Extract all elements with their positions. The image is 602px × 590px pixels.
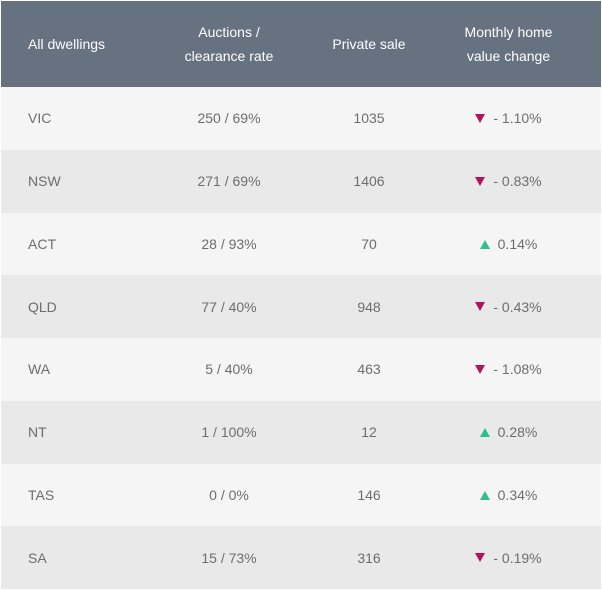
monthly-change-cell: - 0.43% xyxy=(416,275,601,338)
auctions-cell: 5 / 40% xyxy=(205,361,253,378)
change-value: 0.34% xyxy=(497,486,538,503)
state-cell: VIC xyxy=(28,110,52,127)
change-value: - 0.83% xyxy=(493,173,542,190)
private-sale-cell: 948 xyxy=(357,298,381,315)
table-body: VIC 250 / 69% 1035 - 1.10% NSW 271 / 69% 1406 -… xyxy=(1,87,601,589)
change-value: - 1.10% xyxy=(493,110,542,127)
state-cell: SA xyxy=(28,549,47,566)
table-row: VIC 250 / 69% 1035 - 1.10% xyxy=(1,87,601,150)
down-triangle-icon xyxy=(475,365,486,375)
private-sale-cell: 70 xyxy=(361,235,377,252)
table-row: SA 15 / 73% 316 - 0.19% xyxy=(1,526,601,589)
table-row: ACT 28 / 93% 70 0.14% xyxy=(1,212,601,276)
private-sale-cell: 146 xyxy=(357,486,381,503)
auctions-cell: 15 / 73% xyxy=(201,549,257,566)
monthly-change-cell: - 1.10% xyxy=(416,87,601,150)
state-cell: NT xyxy=(28,424,47,441)
down-triangle-icon xyxy=(475,302,486,312)
monthly-change-cell: - 1.08% xyxy=(416,338,601,401)
state-cell: TAS xyxy=(28,486,55,503)
table-row: WA 5 / 40% 463 - 1.08% xyxy=(1,338,601,401)
auctions-cell: 28 / 93% xyxy=(201,235,257,252)
header-auctions-clearance: Auctions / clearance rate xyxy=(136,1,322,87)
up-triangle-icon xyxy=(479,239,490,249)
header-line: clearance rate xyxy=(184,48,274,64)
state-cell: WA xyxy=(28,361,51,378)
private-sale-cell: 12 xyxy=(361,424,377,441)
state-cell: ACT xyxy=(28,235,56,252)
auctions-cell: 1 / 100% xyxy=(201,424,257,441)
table-row: TAS 0 / 0% 146 0.34% xyxy=(1,463,601,527)
change-value-group: - 0.43% xyxy=(475,298,542,315)
change-value: 0.28% xyxy=(497,424,538,441)
table-header: All dwellings Auctions / clearance rate Pri… xyxy=(1,1,601,87)
header-line: Auctions / xyxy=(198,24,260,40)
down-triangle-icon xyxy=(475,114,486,124)
change-value-group: 0.34% xyxy=(479,486,538,503)
private-sale-cell: 1406 xyxy=(353,173,385,190)
monthly-change-cell: 0.28% xyxy=(416,401,601,464)
change-value-group: 0.28% xyxy=(479,424,538,441)
auctions-cell: 271 / 69% xyxy=(197,173,261,190)
auctions-cell: 0 / 0% xyxy=(209,486,249,503)
monthly-change-cell: 0.34% xyxy=(416,464,601,527)
down-triangle-icon xyxy=(475,553,486,563)
table-row: QLD 77 / 40% 948 - 0.43% xyxy=(1,275,601,338)
change-value-group: - 1.08% xyxy=(475,361,542,378)
private-sale-cell: 316 xyxy=(357,549,381,566)
header-all-dwellings: All dwellings xyxy=(1,1,136,87)
monthly-change-cell: - 0.83% xyxy=(416,150,601,213)
change-value-group: - 1.10% xyxy=(475,110,542,127)
auctions-cell: 250 / 69% xyxy=(197,110,261,127)
header-row: All dwellings Auctions / clearance rate Pri… xyxy=(1,1,601,87)
header-private-sale: Private sale xyxy=(322,1,416,87)
change-value: - 1.08% xyxy=(493,361,542,378)
change-value: 0.14% xyxy=(497,235,538,252)
change-value: - 0.19% xyxy=(493,549,542,566)
change-value: - 0.43% xyxy=(493,298,542,315)
header-line: Private sale xyxy=(332,36,406,52)
up-triangle-icon xyxy=(479,490,490,500)
header-line: Monthly home xyxy=(464,24,553,40)
state-cell: NSW xyxy=(28,173,61,190)
state-cell: QLD xyxy=(28,298,57,315)
change-value-group: 0.14% xyxy=(479,235,538,252)
header-line: All dwellings xyxy=(28,36,106,52)
monthly-change-cell: - 0.19% xyxy=(416,526,601,589)
table-row: NSW 271 / 69% 1406 - 0.83% xyxy=(1,149,601,213)
table-row: NT 1 / 100% 12 0.28% xyxy=(1,400,601,464)
down-triangle-icon xyxy=(475,176,486,186)
private-sale-cell: 463 xyxy=(357,361,381,378)
private-sale-cell: 1035 xyxy=(353,110,385,127)
change-value-group: - 0.83% xyxy=(475,173,542,190)
up-triangle-icon xyxy=(479,427,490,437)
monthly-change-cell: 0.14% xyxy=(416,213,601,276)
header-monthly-change: Monthly home value change xyxy=(416,1,601,87)
header-line: value change xyxy=(466,48,551,64)
change-value-group: - 0.19% xyxy=(475,549,542,566)
auctions-cell: 77 / 40% xyxy=(201,298,257,315)
